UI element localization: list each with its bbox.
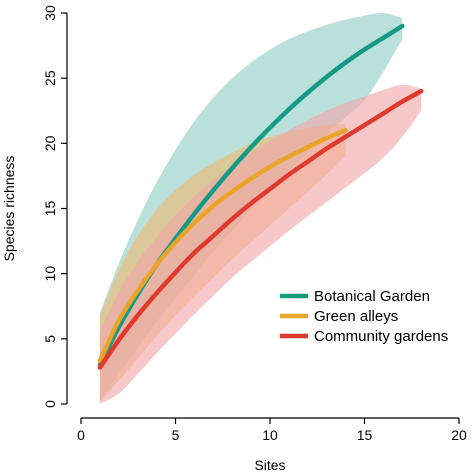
x-tick-label: 20 <box>451 427 467 443</box>
series-lines <box>97 23 424 370</box>
legend-label-green-alleys: Green alleys <box>314 308 398 325</box>
y-tick-label: 25 <box>42 70 58 86</box>
x-tick-label: 15 <box>357 427 373 443</box>
x-tick-label: 0 <box>77 427 85 443</box>
legend-label-community-gardens: Community gardens <box>314 328 448 345</box>
y-tick-label: 20 <box>42 135 58 151</box>
x-tick-label: 10 <box>262 427 278 443</box>
community-gardens-confidence-band <box>99 84 422 404</box>
y-tick-label: 30 <box>42 5 58 21</box>
green-alleys-line <box>97 128 348 364</box>
axes: 0 5 10 15 20 25 30 0 5 10 15 20 <box>42 5 467 443</box>
y-axis-title: Species richness <box>1 156 17 262</box>
x-ticks: 0 5 10 15 20 <box>77 418 467 443</box>
y-ticks: 0 5 10 15 20 25 30 <box>42 5 67 408</box>
community-gardens-line <box>97 88 424 370</box>
legend-label-botanical-garden: Botanical Garden <box>314 288 430 305</box>
y-tick-label: 5 <box>42 335 58 343</box>
confidence-bands <box>99 12 422 404</box>
y-tick-label: 0 <box>42 400 58 408</box>
y-tick-label: 10 <box>42 266 58 282</box>
legend: Botanical Garden Green alleys Community ga… <box>280 288 448 345</box>
x-axis-title: Sites <box>254 457 285 473</box>
x-tick-label: 5 <box>172 427 180 443</box>
y-tick-label: 15 <box>42 201 58 217</box>
